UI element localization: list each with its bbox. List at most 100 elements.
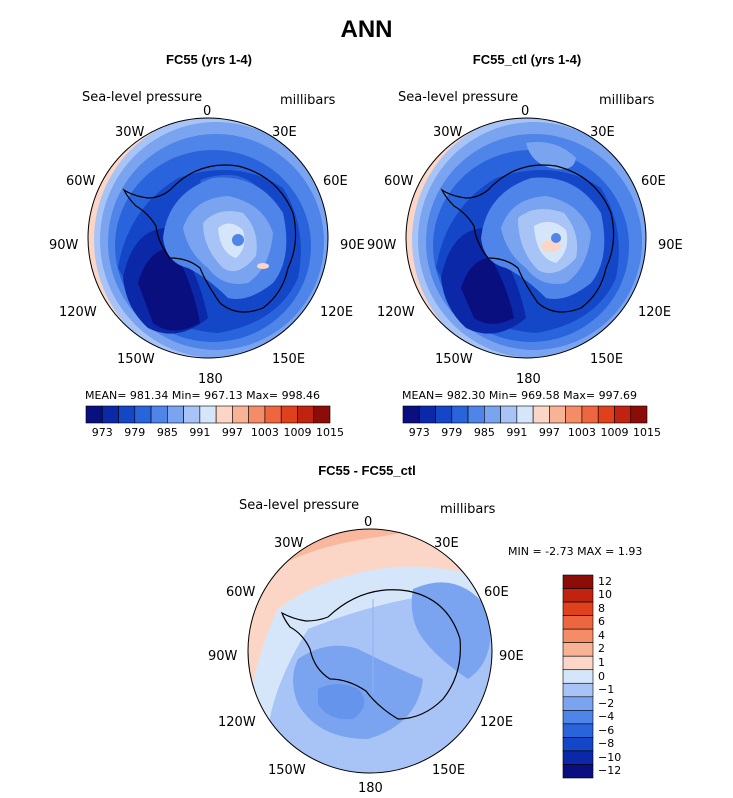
panel1-lon-90w: 90W	[49, 238, 79, 253]
colorbar-swatch	[232, 405, 249, 424]
colorbar-swatch	[562, 723, 594, 738]
panel2-lon-120w: 120W	[377, 305, 415, 320]
colorbar-tick-label: −1	[598, 683, 615, 697]
colorbar-tick-label: 985	[156, 426, 178, 439]
colorbar-tick-label: −4	[598, 710, 615, 724]
colorbar-tick-label: −8	[598, 737, 615, 751]
colorbar-tick-label: −6	[598, 723, 615, 737]
panel3-map	[247, 528, 493, 774]
colorbar-tick-label: 1003	[250, 426, 279, 439]
colorbar-tick-label: 1	[598, 655, 605, 669]
colorbar-swatch	[562, 669, 594, 684]
colorbar-swatch	[313, 405, 331, 424]
panel3-lon-30e: 30E	[434, 536, 459, 551]
colorbar-swatch	[562, 655, 594, 671]
colorbar-swatch	[183, 405, 201, 424]
colorbar-tick-label: 973	[91, 426, 113, 439]
colorbar-swatch	[85, 405, 103, 424]
colorbar-swatch	[101, 405, 119, 424]
colorbar-swatch	[562, 615, 594, 630]
panel1-lon-30w: 30W	[115, 125, 145, 140]
colorbar-tick-label: −12	[598, 764, 622, 778]
colorbar-tick-label: −2	[598, 696, 615, 710]
colorbar-swatch	[280, 405, 298, 424]
colorbar-swatch	[264, 405, 282, 424]
panel1-colorbar	[85, 405, 331, 424]
panel2-lon-30e: 30E	[590, 125, 615, 140]
colorbar-tick-label: 979	[124, 426, 146, 439]
colorbar-swatch	[562, 682, 594, 698]
figure-title: ANN	[340, 16, 393, 43]
colorbar-swatch	[150, 405, 168, 424]
panel3-title: FC55 - FC55_ctl	[318, 463, 416, 478]
colorbar-tick-label: 1009	[283, 426, 312, 439]
colorbar-swatch	[516, 405, 534, 424]
panel2-lon-60w: 60W	[384, 174, 414, 189]
panel2-colorbar	[402, 405, 648, 424]
panel2-lon-150e: 150E	[590, 352, 624, 367]
colorbar-swatch	[562, 710, 594, 725]
panel1-lon-90e: 90E	[340, 238, 365, 253]
colorbar-swatch	[562, 750, 594, 765]
panel2-stats: MEAN= 982.30 Min= 969.58 Max= 997.69	[402, 389, 638, 402]
panel1-lon-150w: 150W	[117, 352, 155, 367]
panel3-lon-150e: 150E	[432, 763, 466, 778]
panel2-map	[405, 117, 647, 359]
panel3-lon-150w: 150W	[268, 763, 306, 778]
colorbar-tick-label: 1003	[567, 426, 596, 439]
panel1-lon-30e: 30E	[272, 125, 297, 140]
panel1-stats: MEAN= 981.34 Min= 967.13 Max= 998.46	[85, 389, 321, 402]
panel2-lon-90w: 90W	[367, 238, 397, 253]
colorbar-tick-label: 997	[538, 426, 560, 439]
colorbar-swatch	[118, 405, 136, 424]
colorbar-swatch	[248, 405, 266, 424]
colorbar-tick-label: 8	[598, 601, 605, 615]
panel2-lon-90e: 90E	[658, 238, 683, 253]
panel2-variable: Sea-level pressure	[398, 90, 519, 105]
colorbar-tick-label: 4	[598, 628, 605, 642]
panel1-lon-180: 180	[198, 372, 223, 387]
colorbar-swatch	[402, 405, 420, 424]
panel2-title: FC55_ctl (yrs 1-4)	[472, 52, 582, 67]
colorbar-swatch	[614, 405, 632, 424]
colorbar-swatch	[562, 574, 594, 589]
colorbar-tick-label: 10	[598, 588, 612, 602]
colorbar-tick-label: 973	[408, 426, 430, 439]
colorbar-swatch	[565, 405, 583, 424]
colorbar-swatch	[500, 405, 518, 424]
panel3-lon-0: 0	[364, 515, 373, 530]
panel1-colorbar-labels: 973 979 985 991 997 1003 1009 1015	[86, 426, 344, 440]
panel1-lon-120w: 120W	[59, 305, 97, 320]
panel1-lon-120e: 120E	[320, 305, 354, 320]
colorbar-tick-label: 12	[598, 574, 612, 588]
panel3-lon-120e: 120E	[480, 715, 514, 730]
panel1-lon-0: 0	[203, 104, 212, 119]
colorbar-swatch	[418, 405, 436, 424]
panel2-lon-0: 0	[521, 104, 530, 119]
panel2-colorbar-labels: 973 979 985 991 997 1003 1009 1015	[403, 426, 661, 440]
colorbar-tick-label: 997	[221, 426, 243, 439]
panel2-lon-150w: 150W	[435, 352, 473, 367]
colorbar-tick-label: 991	[506, 426, 528, 439]
colorbar-swatch	[297, 405, 315, 424]
colorbar-swatch	[215, 405, 233, 424]
colorbar-swatch	[562, 696, 594, 711]
colorbar-swatch	[581, 405, 599, 424]
colorbar-swatch	[435, 405, 453, 424]
colorbar-swatch	[167, 405, 184, 424]
colorbar-swatch	[549, 405, 566, 424]
colorbar-swatch	[467, 405, 485, 424]
colorbar-tick-label: 2	[598, 642, 605, 656]
panel1-map	[87, 117, 329, 359]
colorbar-tick-label: −10	[598, 750, 622, 764]
colorbar-swatch	[562, 601, 594, 616]
colorbar-tick-label: 1015	[633, 426, 661, 439]
panel2-lon-120e: 120E	[638, 305, 672, 320]
colorbar-tick-label: 979	[441, 426, 463, 439]
colorbar-swatch	[562, 588, 594, 603]
colorbar-swatch	[597, 405, 615, 424]
panel2-units: millibars	[599, 93, 655, 108]
colorbar-swatch	[199, 405, 217, 424]
panel3-variable: Sea-level pressure	[239, 498, 360, 513]
colorbar-tick-label: 991	[189, 426, 211, 439]
